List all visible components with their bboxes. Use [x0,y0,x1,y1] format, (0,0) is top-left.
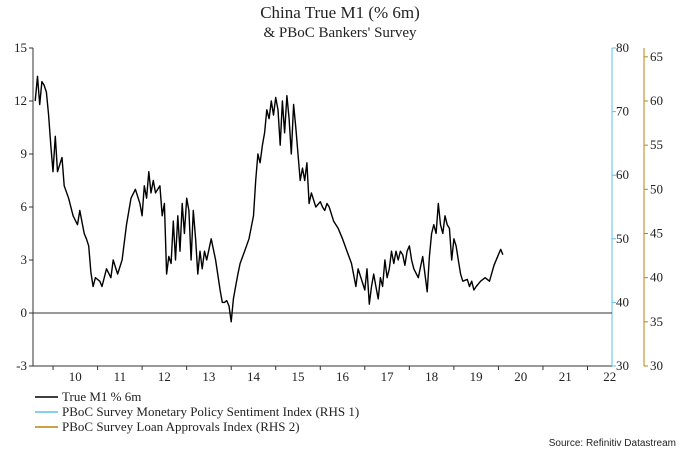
rhs2-tick-label: 60 [650,93,663,108]
x-tick-label: 22 [603,369,616,384]
left-tick-label: 12 [14,93,27,108]
rhs1-axis: 80 70 60 50 40 30 [612,40,629,373]
rhs2-tick-label: 30 [650,358,663,373]
x-tick-label: 10 [69,369,82,384]
left-tick-label: -3 [16,358,27,373]
rhs1-tick-label: 80 [616,40,629,55]
rhs1-tick-label: 40 [616,294,629,309]
rhs2-tick-label: 50 [650,181,663,196]
rhs2-axis: 65 60 55 50 45 40 35 30 [644,49,663,373]
chart-subtitle: & PBoC Bankers' Survey [263,25,417,41]
legend-label-loan-approvals: PBoC Survey Loan Approvals Index (RHS 2) [62,419,300,434]
series-line-0 [34,75,504,323]
legend: True M1 % 6m PBoC Survey Monetary Policy… [35,389,359,434]
x-tick-label: 16 [336,369,350,384]
left-tick-label: 15 [14,40,27,55]
rhs2-tick-label: 45 [650,226,663,241]
rhs1-tick-label: 50 [616,231,629,246]
series-layer [34,75,504,323]
source-note: Source: Refinitiv Datastream [549,438,676,449]
left-tick-label: 3 [21,252,28,267]
x-axis: 10 11 12 13 14 15 16 17 18 19 20 21 22 [52,366,616,384]
plot-frame [32,48,645,367]
left-tick-label: 9 [21,146,28,161]
x-tick-label: 14 [247,369,261,384]
left-tick-label: 6 [21,199,28,214]
rhs1-tick-label: 60 [616,167,629,182]
x-tick-label: 21 [559,369,572,384]
x-tick-label: 19 [470,369,483,384]
x-tick-label: 13 [202,369,215,384]
left-tick-label: 0 [21,305,28,320]
legend-label-sentiment: PBoC Survey Monetary Policy Sentiment In… [62,404,359,419]
rhs1-tick-label: 30 [616,358,629,373]
rhs2-tick-label: 35 [650,314,663,329]
x-tick-label: 12 [158,369,171,384]
x-tick-label: 17 [381,369,395,384]
x-tick-label: 20 [514,369,527,384]
chart-title: China True M1 (% 6m) [260,3,420,22]
rhs1-tick-label: 70 [616,104,629,119]
left-axis: 15 12 9 6 3 0 -3 [14,40,33,373]
rhs2-tick-label: 55 [650,137,663,152]
x-tick-label: 11 [114,369,127,384]
legend-label-true-m1: True M1 % 6m [62,389,141,404]
rhs2-tick-label: 65 [650,49,663,64]
x-tick-label: 18 [425,369,438,384]
rhs2-tick-label: 40 [650,270,663,285]
x-tick-label: 15 [292,369,305,384]
